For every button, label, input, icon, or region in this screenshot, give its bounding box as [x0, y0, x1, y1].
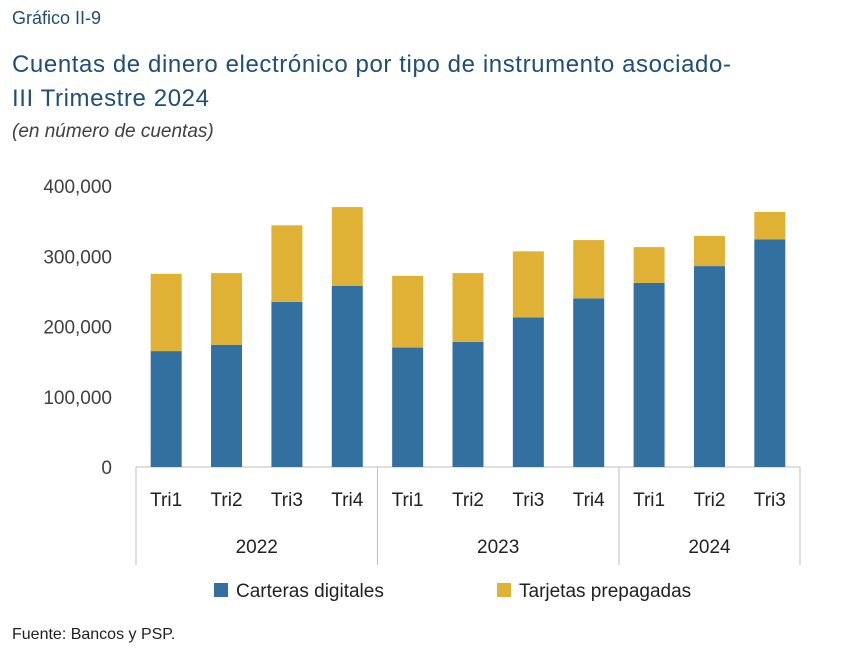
bar-tarjetas-prepagadas	[573, 240, 605, 299]
x-category-label: Tri2	[693, 490, 725, 511]
x-category-label: Tri1	[633, 490, 665, 511]
x-category-label: Tri2	[452, 490, 484, 511]
x-category-label: Tri3	[754, 490, 786, 511]
x-category-label: Tri1	[392, 490, 424, 511]
bar-carteras-digitales	[573, 298, 605, 467]
bar-tarjetas-prepagadas	[392, 275, 424, 348]
y-tick-label: 400,000	[43, 177, 112, 198]
bar-tarjetas-prepagadas	[150, 273, 182, 352]
legend-label: Carteras digitales	[236, 581, 384, 602]
chart-kicker: Gráfico II-9	[12, 8, 102, 28]
bar-tarjetas-prepagadas	[271, 225, 303, 302]
bar-carteras-digitales	[392, 347, 424, 467]
chart-title-line-2: III Trimestre 2024	[12, 85, 210, 112]
legend-label: Tarjetas prepagadas	[519, 581, 691, 602]
bar-carteras-digitales	[150, 351, 182, 467]
x-category-label: Tri3	[512, 490, 544, 511]
x-category-label: Tri4	[331, 490, 363, 511]
bar-carteras-digitales	[633, 282, 665, 467]
legend-swatch	[214, 583, 228, 597]
bar-tarjetas-prepagadas	[754, 211, 786, 240]
x-category-label: Tri4	[573, 490, 605, 511]
bar-tarjetas-prepagadas	[693, 235, 725, 267]
y-tick-label: 200,000	[43, 318, 112, 339]
x-category-label: Tri2	[211, 490, 243, 511]
bar-carteras-digitales	[452, 341, 484, 467]
x-group-label: 2023	[477, 537, 519, 558]
bar-carteras-digitales	[512, 317, 544, 467]
bar-tarjetas-prepagadas	[331, 207, 363, 286]
bar-carteras-digitales	[211, 344, 243, 467]
y-tick-label: 100,000	[43, 388, 112, 409]
chart-subtitle: (en número de cuentas)	[12, 121, 214, 142]
source-note: Fuente: Bancos y PSP.	[12, 626, 176, 643]
x-group-label: 2022	[236, 537, 278, 558]
bar-tarjetas-prepagadas	[452, 273, 484, 342]
stacked-bar-chart: 0 100,000 200,000 300,000 400,000 Tri1 Tri2 Tri…	[43, 177, 801, 602]
bar-tarjetas-prepagadas	[211, 273, 243, 345]
chart-title: Cuentas de dinero electrónico por tipo d…	[12, 48, 732, 116]
y-tick-label: 300,000	[43, 247, 112, 268]
bar-tarjetas-prepagadas	[633, 247, 665, 283]
x-category-label: Tri3	[271, 490, 303, 511]
legend-swatch	[497, 583, 511, 597]
bar-carteras-digitales	[271, 301, 303, 467]
x-category-label: Tri1	[150, 490, 182, 511]
x-group-label: 2024	[688, 537, 731, 558]
chart-title-line-1: Cuentas de dinero electrónico por tipo d…	[12, 51, 732, 78]
bar-tarjetas-prepagadas	[512, 251, 544, 318]
bar-carteras-digitales	[754, 239, 786, 467]
y-tick-label: 0	[101, 458, 112, 479]
bar-carteras-digitales	[331, 285, 363, 467]
bar-carteras-digitales	[693, 266, 725, 467]
